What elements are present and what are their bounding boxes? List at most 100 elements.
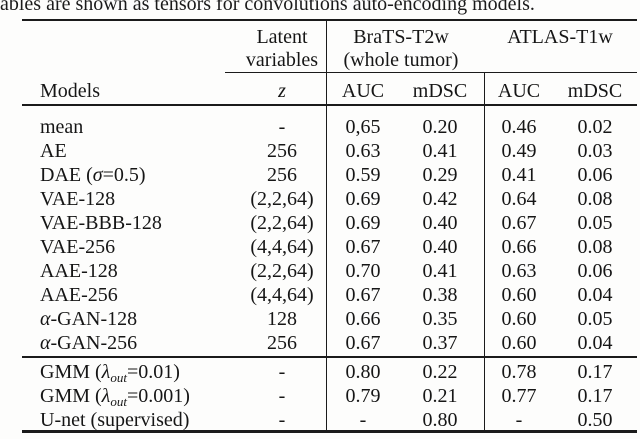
model-label-segment: VAE-256 (40, 236, 116, 258)
atlas-mdsc-cell: 0.05 (577, 308, 613, 330)
table-row: α-GAN-256 256 0.67 0.37 0.60 0.04 (22, 331, 637, 355)
atlas-auc-cell: 0.67 (501, 212, 537, 234)
table-row: α-GAN-128 128 0.66 0.35 0.60 0.05 (22, 307, 637, 331)
model-label-segment: GMM ( (40, 385, 102, 407)
model-label-segment: α (40, 332, 51, 354)
model-name-cell: AE (40, 139, 240, 163)
z-column-header: z (278, 80, 286, 102)
brats-header-line2: (whole tumor) (343, 49, 459, 71)
model-label-segment: mean (40, 116, 84, 138)
models-column-header: Models (40, 80, 100, 102)
table-row: VAE-BBB-128 (2,2,64) 0.69 0.40 0.67 0.05 (22, 211, 637, 235)
latent-z-cell: - (278, 116, 286, 138)
model-label-segment: out (110, 370, 127, 385)
model-name-cell: VAE-128 (40, 187, 240, 211)
model-label-segment: out (110, 394, 127, 409)
latent-z-cell: - (278, 409, 286, 431)
atlas-mdsc-cell: 0.17 (577, 361, 613, 383)
brats-auc-cell: - (359, 409, 367, 431)
model-label-segment: λ (101, 361, 111, 383)
model-label-segment: DAE ( (40, 164, 93, 186)
latent-z-cell: 256 (267, 140, 297, 162)
col-group-brats-t2w: BraTS-T2w (whole tumor) (336, 26, 466, 72)
table-row: mean - 0,65 0.20 0.46 0.02 (22, 115, 637, 139)
table-bottom-rule (22, 430, 637, 433)
brats-auc-cell: 0.69 (345, 188, 381, 210)
model-label-segment: λ (101, 385, 111, 407)
model-label-segment: α (40, 308, 51, 330)
model-name-cell: VAE-BBB-128 (40, 211, 240, 235)
col-group-atlas-t1w: ATLAS-T1w (507, 26, 613, 48)
latent-z-cell: (2,2,64) (250, 188, 314, 210)
table-row: VAE-256 (4,4,64) 0.67 0.40 0.66 0.08 (22, 235, 637, 259)
atlas-auc-cell: 0.60 (501, 284, 537, 306)
brats-mdsc-cell: 0.40 (422, 236, 458, 258)
table-row: GMM (λout=0.001) - 0.79 0.21 0.77 0.17 (22, 384, 637, 409)
atlas-mdsc-cell: 0.06 (577, 164, 613, 186)
model-name-cell: AAE-256 (40, 283, 240, 307)
brats-mdsc-cell: 0.35 (422, 308, 458, 330)
brats-auc-cell: 0.59 (345, 164, 381, 186)
model-name-cell: α-GAN-128 (40, 307, 240, 331)
atlas-auc-cell: 0.49 (501, 140, 537, 162)
model-label-segment: GMM ( (40, 361, 102, 383)
brats-auc-cell: 0,65 (345, 116, 381, 138)
latent-header-line2: variables (245, 49, 319, 71)
brats-mdsc-cell: 0.41 (422, 140, 458, 162)
model-label-segment: =0.001) (126, 385, 190, 407)
atlas-auc-cell: 0.60 (501, 332, 537, 354)
brats-mdsc-cell: 0.38 (422, 284, 458, 306)
latent-z-cell: 256 (267, 164, 297, 186)
atlas-mdsc-column-header: mDSC (567, 80, 623, 102)
brats-auc-cell: 0.66 (345, 308, 381, 330)
vertical-separator-brats-atlas (484, 72, 486, 431)
brats-auc-column-header: AUC (341, 80, 385, 102)
brats-auc-cell: 0.80 (345, 361, 381, 383)
table-row: AAE-128 (2,2,64) 0.70 0.41 0.63 0.06 (22, 259, 637, 283)
model-label-segment: VAE-128 (40, 188, 116, 210)
brats-mdsc-cell: 0.29 (422, 164, 458, 186)
latent-z-cell: (4,4,64) (250, 236, 314, 258)
table-top-rule (22, 19, 637, 22)
atlas-mdsc-cell: 0.05 (577, 212, 613, 234)
atlas-mdsc-cell: 0.08 (577, 188, 613, 210)
table-row: AAE-256 (4,4,64) 0.67 0.38 0.60 0.04 (22, 283, 637, 307)
brats-mdsc-column-header: mDSC (412, 80, 468, 102)
atlas-auc-cell: - (515, 409, 523, 431)
atlas-auc-cell: 0.78 (501, 361, 537, 383)
brats-mdsc-cell: 0.42 (422, 188, 458, 210)
table-row: AE 256 0.63 0.41 0.49 0.03 (22, 139, 637, 163)
header-body-separator-rule (22, 104, 637, 106)
brats-auc-cell: 0.69 (345, 212, 381, 234)
vertical-separator-latent-brats (326, 21, 328, 431)
brats-mdsc-cell: 0.40 (422, 212, 458, 234)
atlas-mdsc-cell: 0.04 (577, 332, 613, 354)
brats-auc-cell: 0.79 (345, 385, 381, 407)
header-cmidrule (225, 71, 637, 73)
model-label-segment: σ (92, 164, 103, 186)
brats-auc-cell: 0.70 (345, 260, 381, 282)
atlas-auc-cell: 0.46 (501, 116, 537, 138)
model-name-cell: mean (40, 115, 240, 139)
latent-z-cell: - (278, 385, 286, 407)
model-label-segment: =0.01) (126, 361, 180, 383)
table-caption-fragment: ables are shown as tensors for convoluti… (0, 0, 535, 15)
brats-auc-cell: 0.67 (345, 332, 381, 354)
model-label-segment: VAE-BBB-128 (40, 212, 162, 234)
table-row: DAE (σ=0.5) 256 0.59 0.29 0.41 0.06 (22, 163, 637, 187)
atlas-auc-cell: 0.60 (501, 308, 537, 330)
atlas-mdsc-cell: 0.04 (577, 284, 613, 306)
model-label-segment: AAE-128 (40, 260, 118, 282)
latent-z-cell: - (278, 361, 286, 383)
model-name-cell: GMM (λout=0.001) (40, 384, 240, 409)
table-row: U-net (supervised) - - 0.80 - 0.50 (22, 408, 637, 432)
column-header-row: Models z AUC mDSC AUC mDSC (22, 79, 637, 103)
model-label-segment: U-net (supervised) (40, 409, 190, 431)
latent-z-cell: 128 (267, 308, 297, 330)
model-label-segment: AAE-256 (40, 284, 118, 306)
model-label-segment: AE (40, 140, 67, 162)
atlas-mdsc-cell: 0.06 (577, 260, 613, 282)
model-name-cell: α-GAN-256 (40, 331, 240, 355)
atlas-mdsc-cell: 0.50 (577, 409, 613, 431)
